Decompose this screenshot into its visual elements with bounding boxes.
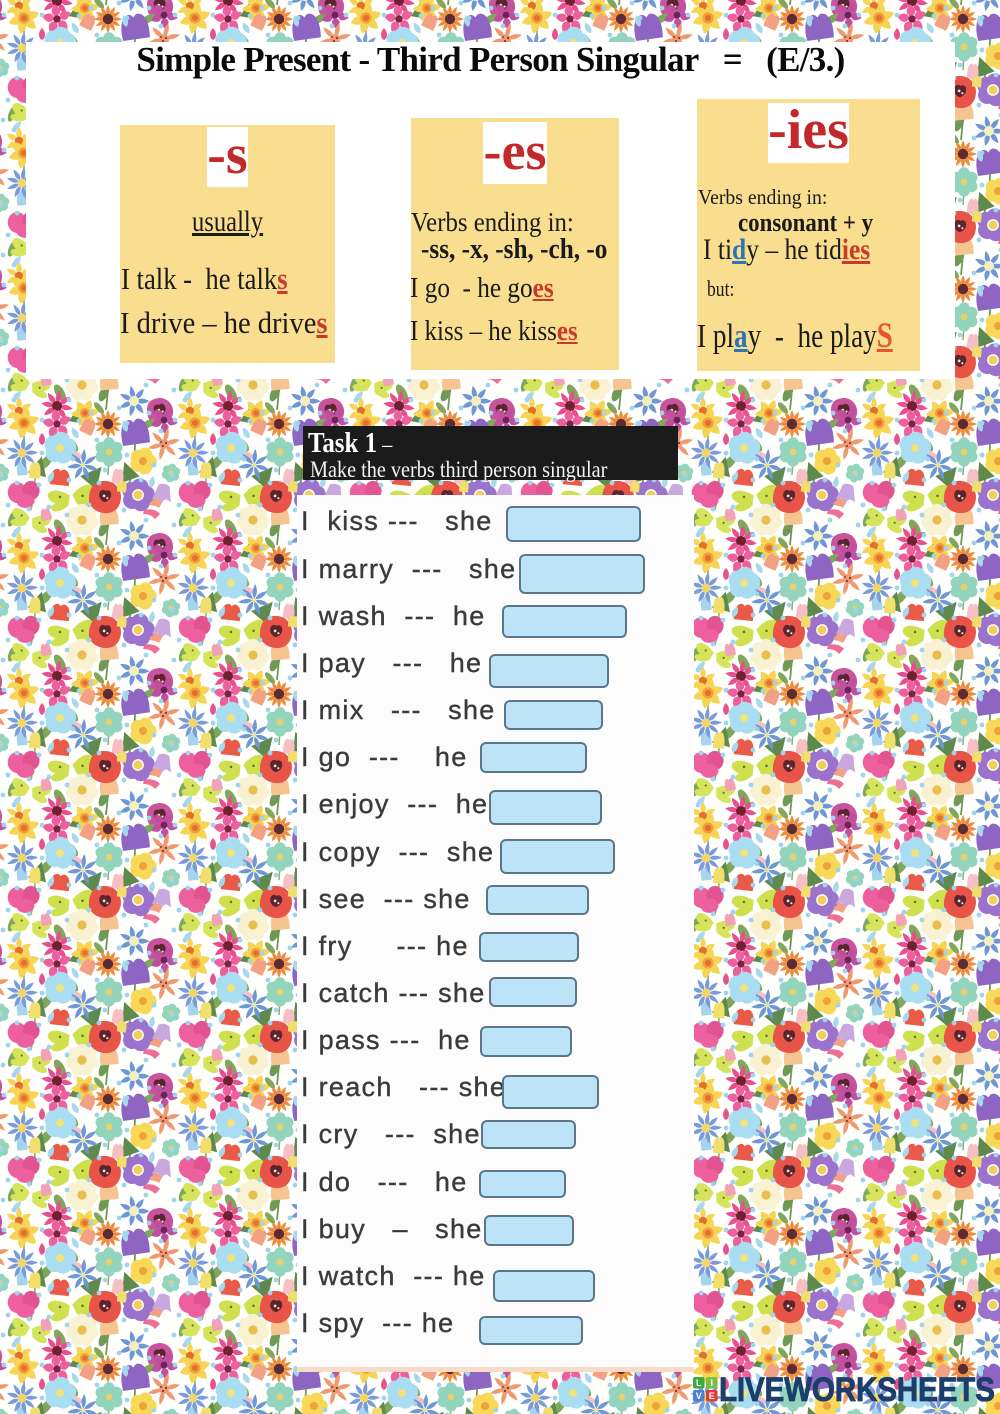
svg-text:E: E <box>709 1391 715 1401</box>
svg-text:V: V <box>696 1391 702 1401</box>
svg-text:I: I <box>710 1378 713 1388</box>
svg-text:L: L <box>696 1378 702 1388</box>
